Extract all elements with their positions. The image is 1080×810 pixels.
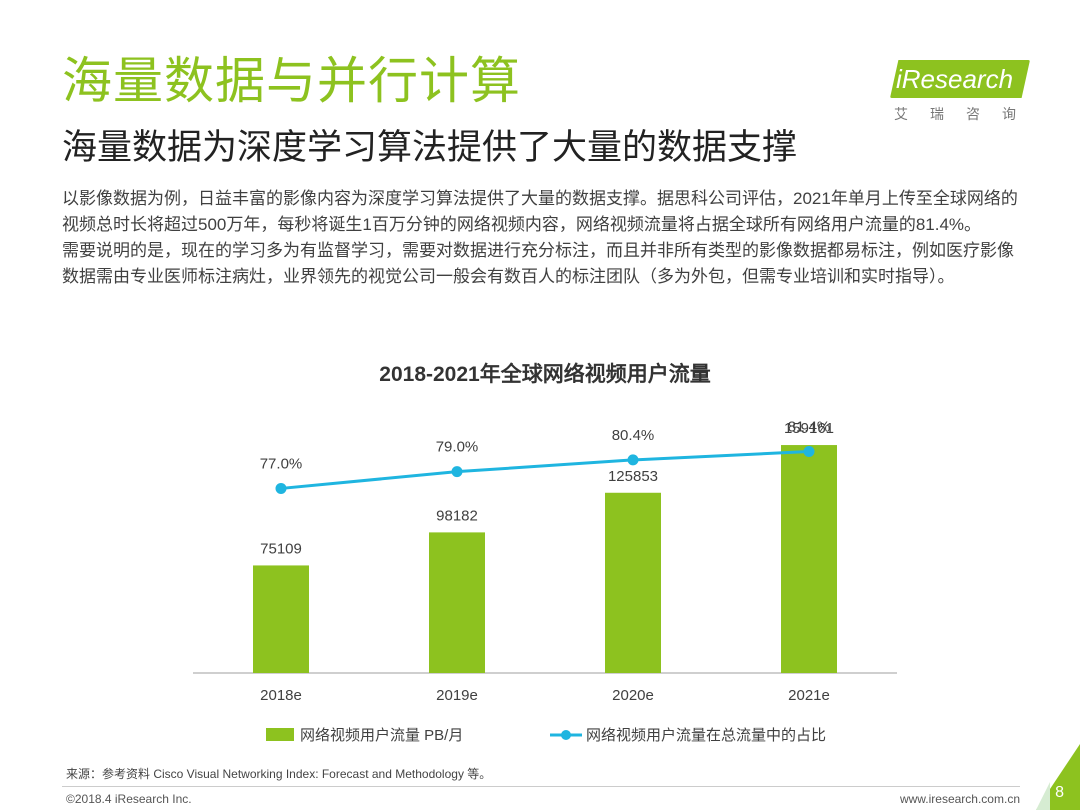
bar-2018e — [253, 565, 309, 673]
share-point-2019e — [451, 466, 463, 478]
share-label-2021e: 81.4% — [788, 419, 831, 436]
logo-cn: 艾瑞咨询 — [894, 106, 1038, 122]
legend-label-line: 网络视频用户流量在总流量中的占比 — [586, 727, 826, 744]
share-label-2020e: 80.4% — [612, 427, 655, 444]
website: www.iresearch.com.cn — [899, 792, 1020, 806]
share-point-2020e — [627, 454, 639, 466]
logo-mark — [890, 60, 1030, 98]
page-number: 8 — [1055, 784, 1064, 801]
share-line — [280, 450, 810, 490]
logo-brand: iResearch — [896, 64, 1014, 94]
page-subtitle: 海量数据为深度学习算法提供了大量的数据支撑 — [62, 128, 798, 167]
share-label-2019e: 79.0% — [436, 439, 479, 456]
body-paragraph-2: 需要说明的是，现在的学习多为有监督学习，需要对数据进行充分标注，而且并非所有类型… — [62, 241, 1014, 286]
body-paragraph-1: 以影像数据为例，日益丰富的影像内容为深度学习算法提供了大量的数据支撑。据思科公司… — [62, 189, 1018, 234]
copyright: ©2018.4 iResearch Inc. — [66, 792, 192, 806]
legend-marker-line — [561, 730, 571, 740]
chart-title: 2018-2021年全球网络视频用户流量 — [379, 363, 711, 386]
share-label-2018e: 77.0% — [260, 455, 303, 472]
bar-2021e — [781, 445, 837, 673]
share-point-2021e — [803, 446, 815, 458]
x-tick-2020e: 2020e — [612, 687, 654, 704]
x-tick-2019e: 2019e — [436, 687, 478, 704]
bar-2019e — [429, 532, 485, 673]
x-tick-2018e: 2018e — [260, 687, 302, 704]
iresearch-logo: iResearch 艾瑞咨询 — [890, 60, 1040, 130]
body-text: 以影像数据为例，日益丰富的影像内容为深度学习算法提供了大量的数据支撑。据思科公司… — [62, 186, 1030, 290]
share-point-2018e — [275, 482, 287, 494]
bar-label-2021e: 159161 — [784, 420, 834, 437]
page-title: 海量数据与并行计算 — [62, 53, 521, 109]
x-tick-2021e: 2021e — [788, 687, 830, 704]
source-note: 来源：参考资料 Cisco Visual Networking Index: F… — [66, 767, 492, 781]
footer-divider — [62, 786, 1020, 787]
legend-label-bar: 网络视频用户流量 PB/月 — [300, 727, 463, 744]
bar-label-2020e: 125853 — [608, 468, 658, 485]
legend-swatch-bar — [266, 728, 294, 741]
bar-label-2019e: 98182 — [436, 507, 478, 524]
bar-2020e — [605, 492, 661, 673]
bar-label-2018e: 75109 — [260, 540, 302, 557]
